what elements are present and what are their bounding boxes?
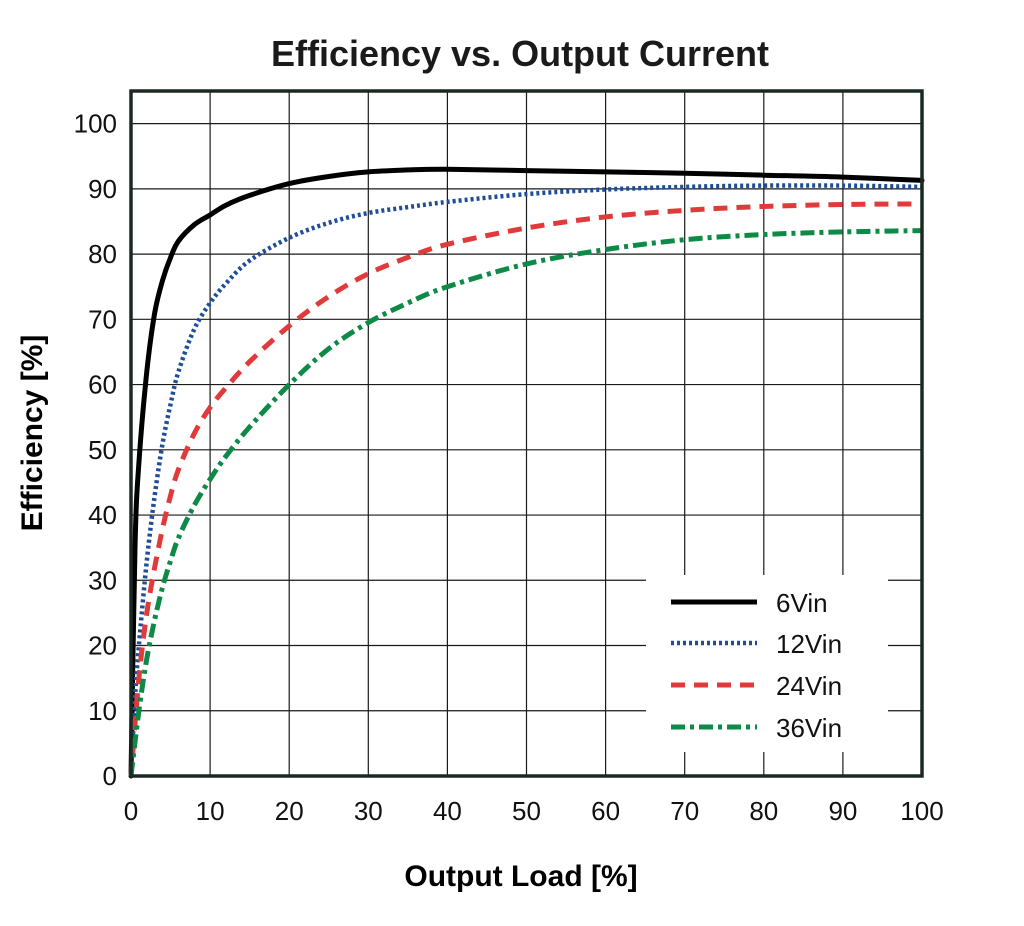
y-tick-label: 60 xyxy=(88,370,117,400)
y-tick-label: 30 xyxy=(88,565,117,595)
series-line-36vin xyxy=(128,228,923,777)
y-tick-label: 90 xyxy=(88,174,117,204)
y-tick-label: 50 xyxy=(88,435,117,465)
x-tick-label: 80 xyxy=(749,796,778,826)
series-layer xyxy=(128,166,925,779)
y-axis-label: Efficiency [%] xyxy=(16,335,49,532)
y-tick-label: 0 xyxy=(103,761,117,791)
x-tick-label: 70 xyxy=(670,796,699,826)
legend: 6Vin 12Vin 24Vin 36Vin xyxy=(646,575,888,752)
series-line-12vin xyxy=(128,183,923,777)
plot-frame xyxy=(129,89,924,778)
legend-label-12vin: 12Vin xyxy=(776,629,842,659)
y-tick-label: 10 xyxy=(88,696,117,726)
y-tick-label: 100 xyxy=(74,109,117,139)
x-tick-label: 10 xyxy=(196,796,225,826)
x-tick-label: 90 xyxy=(828,796,857,826)
grid-lines xyxy=(131,91,922,776)
y-tick-label: 80 xyxy=(88,239,117,269)
y-tick-label: 20 xyxy=(88,631,117,661)
series-line-6vin xyxy=(128,166,925,779)
y-tick-label: 70 xyxy=(88,304,117,334)
x-tick-label: 20 xyxy=(275,796,304,826)
x-tick-label: 50 xyxy=(512,796,541,826)
legend-label-24vin: 24Vin xyxy=(776,671,842,701)
x-tick-label: 0 xyxy=(124,796,138,826)
legend-label-6vin: 6Vin xyxy=(776,588,828,618)
x-tick-label: 100 xyxy=(900,796,943,826)
x-tick-label: 30 xyxy=(354,796,383,826)
x-tick-label: 40 xyxy=(433,796,462,826)
y-tick-labels: 0 10 20 30 40 50 60 70 80 90 100 xyxy=(74,109,117,791)
x-tick-label: 60 xyxy=(591,796,620,826)
legend-label-36vin: 36Vin xyxy=(776,713,842,743)
chart-title: Efficiency vs. Output Current xyxy=(271,33,769,74)
x-axis-label: Output Load [%] xyxy=(404,860,637,893)
x-tick-labels: 0 10 20 30 40 50 60 70 80 90 100 xyxy=(124,796,944,826)
y-tick-label: 40 xyxy=(88,500,117,530)
